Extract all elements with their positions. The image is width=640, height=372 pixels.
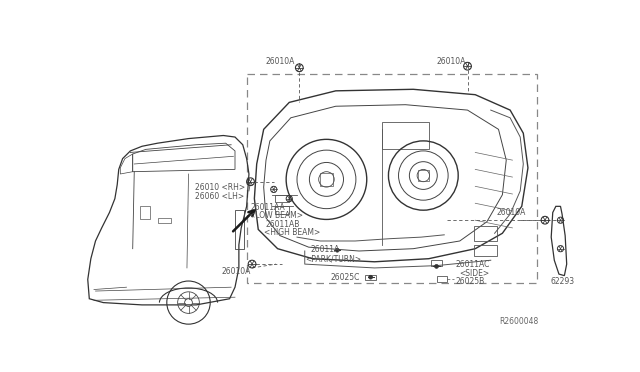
Text: 26011AB: 26011AB (266, 220, 300, 229)
Bar (275, 195, 289, 202)
Text: 26011AA: 26011AA (250, 203, 285, 212)
Text: 26010 <RH>: 26010 <RH> (195, 183, 245, 192)
Text: 26010A: 26010A (436, 57, 466, 66)
Text: 26025C: 26025C (330, 273, 360, 282)
Text: 26010A: 26010A (497, 208, 526, 217)
Bar (365, 275, 376, 280)
Text: 26010A: 26010A (266, 57, 296, 66)
Text: <PARK/TURN>: <PARK/TURN> (305, 254, 361, 263)
Bar (246, 74, 537, 283)
Text: 26025B: 26025B (455, 277, 484, 286)
Bar (235, 210, 244, 249)
Bar (320, 173, 333, 186)
Text: R2600048: R2600048 (500, 317, 539, 326)
Bar (157, 218, 172, 222)
Circle shape (435, 264, 438, 268)
Bar (474, 225, 497, 241)
Text: 26011AC: 26011AC (455, 260, 490, 269)
Bar (431, 260, 442, 266)
Text: <LOW BEAM>: <LOW BEAM> (249, 211, 303, 220)
Bar (418, 170, 429, 181)
Text: 26011A: 26011A (310, 245, 339, 254)
Text: 26010A: 26010A (222, 267, 252, 276)
Text: <SIDE>: <SIDE> (460, 269, 490, 278)
Text: <HIGH BEAM>: <HIGH BEAM> (264, 228, 320, 237)
Circle shape (369, 275, 372, 279)
Text: 62293: 62293 (550, 277, 575, 286)
Bar (474, 245, 497, 256)
Text: 26060 <LH>: 26060 <LH> (195, 192, 244, 201)
Bar (382, 122, 429, 148)
Bar (140, 206, 150, 219)
Bar (436, 276, 447, 282)
Bar (275, 206, 289, 214)
Circle shape (335, 248, 339, 252)
